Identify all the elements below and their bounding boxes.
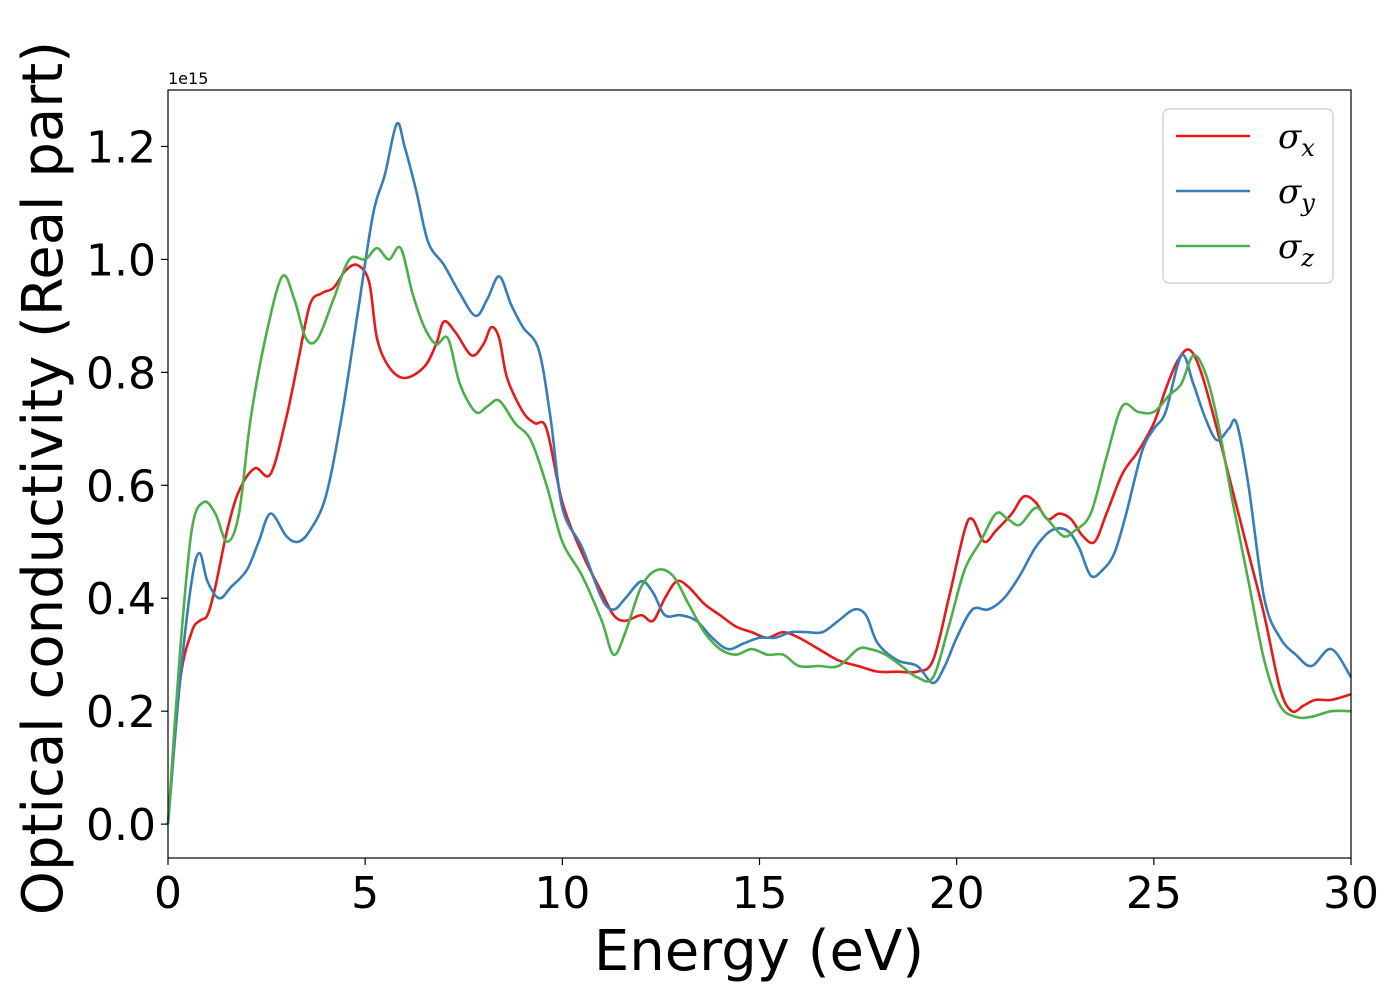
y-axis-label: Optical conductivity (Real part) xyxy=(11,41,76,915)
legend-label-z: σz xyxy=(1278,227,1314,272)
x-tick-label: 25 xyxy=(1126,868,1182,919)
y-tick-label: 0.2 xyxy=(86,687,156,738)
series-line-z xyxy=(166,245,1352,825)
y-tick-label: 0.8 xyxy=(86,348,156,399)
x-tick-label: 20 xyxy=(929,868,985,919)
y-tick-label: 1.0 xyxy=(86,235,156,286)
series-line-y xyxy=(166,121,1353,825)
plot-lines xyxy=(166,121,1353,825)
legend-subscript-y: y xyxy=(1300,189,1315,217)
y-offset-label: 1e15 xyxy=(168,69,208,88)
y-tick-label: 0.0 xyxy=(86,800,156,851)
legend-subscript-x: x xyxy=(1301,134,1315,162)
x-tick-label: 30 xyxy=(1323,868,1379,919)
x-tick-label: 10 xyxy=(534,868,590,919)
legend-subscript-z: z xyxy=(1300,244,1314,272)
y-tick-label: 0.4 xyxy=(86,574,156,625)
legend-box xyxy=(1162,108,1334,284)
x-axis-label: Energy (eV) xyxy=(594,919,924,984)
x-tick-label: 0 xyxy=(154,868,182,919)
y-axis: 0.0 0.2 0.4 0.6 0.8 1.0 1.2 xyxy=(86,122,168,851)
x-tick-label: 5 xyxy=(351,868,379,919)
x-tick-label: 15 xyxy=(732,868,788,919)
y-tick-label: 1.2 xyxy=(86,122,156,173)
series-line-x xyxy=(166,263,1352,825)
x-axis: 0 5 10 15 20 25 30 xyxy=(154,858,1379,919)
y-tick-label: 0.6 xyxy=(86,461,156,512)
